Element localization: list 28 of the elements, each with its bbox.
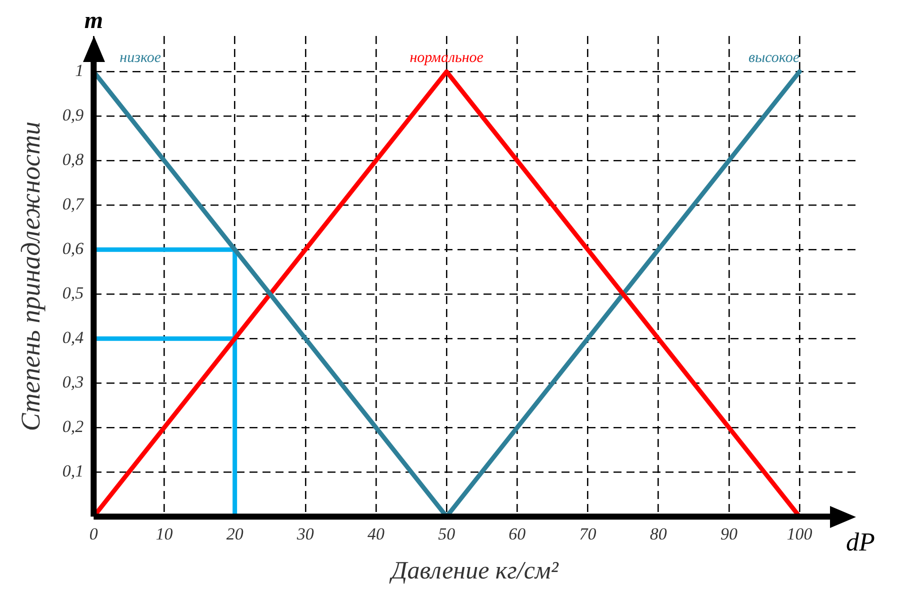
y-tick-label: 0,4 <box>62 328 84 348</box>
y-tick-label: 1 <box>75 61 84 80</box>
x-tick-label: 80 <box>650 524 668 544</box>
y-tick-label: 0,1 <box>62 462 84 481</box>
x-tick-label: 70 <box>579 524 597 544</box>
x-tick-label: 20 <box>226 524 244 544</box>
y-tick-label: 0,8 <box>62 150 84 170</box>
x-tick-label: 100 <box>786 524 813 544</box>
x-tick-label: 0 <box>89 524 98 544</box>
series-label: низкое <box>120 50 162 66</box>
text: m <box>84 8 103 34</box>
x-tick-label: 10 <box>156 524 174 544</box>
y-tick-label: 0,2 <box>62 417 84 436</box>
y-tick-label: 0,7 <box>62 194 86 214</box>
series-label: высокое <box>748 50 800 66</box>
x-tick-label: 30 <box>296 524 314 544</box>
y-tick-label: 0,3 <box>62 372 84 392</box>
x-tick-label: 50 <box>438 524 456 544</box>
y-tick-label: 0,5 <box>62 284 84 303</box>
x-axis-title: Давление кг/см² <box>389 558 559 585</box>
series-label: нормальное <box>410 50 484 66</box>
text: dP <box>846 527 875 556</box>
y-axis-title: Степень принадлежности <box>15 122 46 432</box>
x-tick-label: 90 <box>720 524 738 544</box>
y-tick-label: 0,9 <box>62 106 84 125</box>
y-tick-label: 0,6 <box>62 239 84 258</box>
x-tick-label: 40 <box>368 524 385 544</box>
x-tick-label: 60 <box>508 524 526 544</box>
